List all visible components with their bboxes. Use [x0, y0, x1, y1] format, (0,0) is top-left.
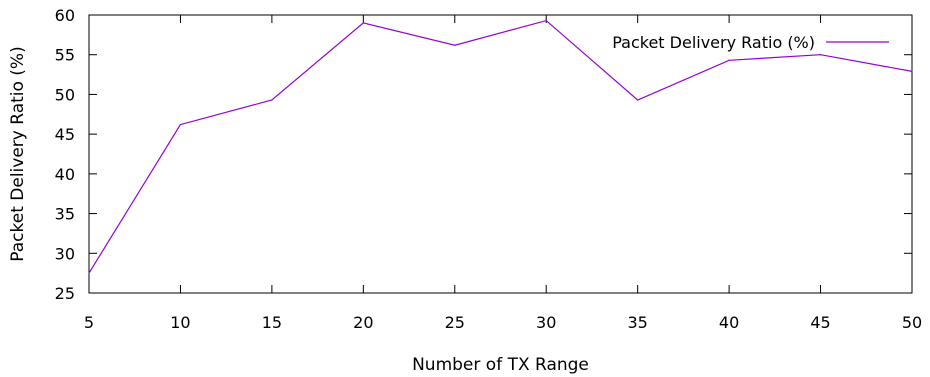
data-point — [545, 19, 547, 22]
data-point — [728, 59, 730, 61]
data-point — [362, 22, 364, 24]
series-line — [88, 19, 913, 274]
data-point — [271, 99, 273, 101]
legend: Packet Delivery Ratio (%) — [612, 33, 889, 52]
y-tick-label: 30 — [55, 244, 75, 263]
y-tick-label: 50 — [55, 85, 75, 104]
x-tick-label: 45 — [810, 313, 830, 332]
x-axis-title: Number of TX Range — [412, 355, 589, 375]
data-point — [454, 44, 456, 46]
y-tick-label: 25 — [55, 284, 75, 303]
x-tick-label: 40 — [719, 313, 739, 332]
x-axis-ticks: 5 10 15 20 25 30 35 40 45 50 — [84, 15, 922, 332]
x-tick-label: 5 — [84, 313, 94, 332]
x-tick-label: 50 — [902, 313, 922, 332]
x-tick-label: 30 — [536, 313, 556, 332]
x-tick-label: 20 — [353, 313, 373, 332]
series-group — [88, 19, 913, 274]
x-tick-label: 10 — [170, 313, 190, 332]
data-point — [179, 124, 182, 126]
y-tick-label: 40 — [55, 165, 75, 184]
plot-frame — [88, 14, 913, 294]
data-point — [88, 272, 90, 274]
x-tick-label: 35 — [627, 313, 647, 332]
y-tick-label: 45 — [55, 125, 75, 144]
x-tick-label: 25 — [445, 313, 465, 332]
data-point — [637, 99, 639, 101]
y-axis-ticks: 25 30 35 40 45 50 55 60 — [55, 6, 912, 303]
y-tick-label: 60 — [55, 6, 75, 25]
x-tick-label: 15 — [262, 313, 282, 332]
legend-label: Packet Delivery Ratio (%) — [612, 33, 815, 52]
y-axis-title: Packet Delivery Ratio (%) — [8, 46, 28, 261]
y-tick-label: 55 — [55, 46, 75, 65]
data-point — [911, 70, 913, 72]
data-point — [819, 54, 822, 56]
y-tick-label: 35 — [55, 205, 75, 224]
